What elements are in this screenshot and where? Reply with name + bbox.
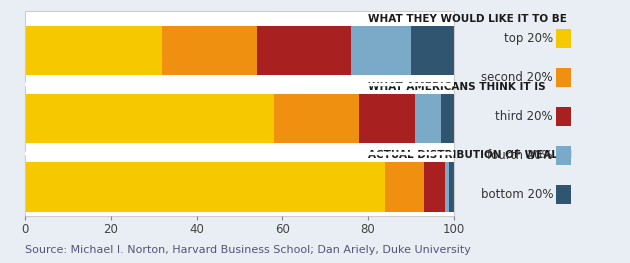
Bar [411,26,454,75]
Bar [385,162,423,211]
Text: WHAT THEY WOULD LIKE IT TO BE: WHAT THEY WOULD LIKE IT TO BE [368,13,567,23]
Text: bottom 20%: bottom 20% [481,188,553,201]
Text: Source: Michael I. Norton, Harvard Business School; Dan Ariely, Duke University: Source: Michael I. Norton, Harvard Busin… [25,245,471,255]
Bar [25,11,454,216]
Text: top 20%: top 20% [504,32,553,45]
Bar [423,162,445,211]
Bar [359,94,415,143]
Bar [449,162,454,211]
Bar [445,162,449,211]
FancyBboxPatch shape [556,29,571,48]
Bar [25,26,163,75]
Bar [415,94,441,143]
FancyBboxPatch shape [556,146,571,165]
Bar [441,94,454,143]
Bar [25,94,273,143]
Text: WHAT AMERICANS THINK IT IS: WHAT AMERICANS THINK IT IS [368,82,546,92]
Bar [256,26,351,75]
Text: second 20%: second 20% [481,71,553,84]
Bar [163,26,256,75]
Text: fourth 20%: fourth 20% [487,149,553,162]
Bar [273,94,359,143]
Text: ACTUAL DISTRIBUTION OF WEALTH: ACTUAL DISTRIBUTION OF WEALTH [368,150,572,160]
Bar [25,162,385,211]
FancyBboxPatch shape [556,107,571,126]
FancyBboxPatch shape [556,68,571,87]
Bar [351,26,411,75]
FancyBboxPatch shape [556,185,571,204]
Text: third 20%: third 20% [495,110,553,123]
